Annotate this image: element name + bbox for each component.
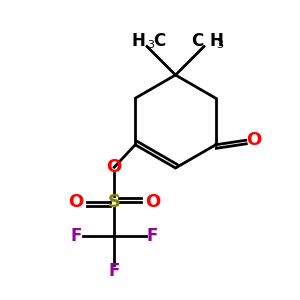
Text: 3: 3	[148, 40, 154, 50]
Text: H: H	[132, 32, 145, 50]
Text: O: O	[68, 193, 84, 211]
Text: S: S	[108, 193, 121, 211]
Text: O: O	[246, 131, 261, 149]
Text: 3: 3	[217, 40, 224, 50]
Text: F: F	[70, 227, 82, 245]
Text: O: O	[106, 158, 122, 176]
Text: C: C	[191, 32, 203, 50]
Text: F: F	[109, 262, 120, 280]
Text: C: C	[154, 32, 166, 50]
Text: F: F	[147, 227, 158, 245]
Text: H: H	[209, 32, 223, 50]
Text: O: O	[145, 193, 160, 211]
